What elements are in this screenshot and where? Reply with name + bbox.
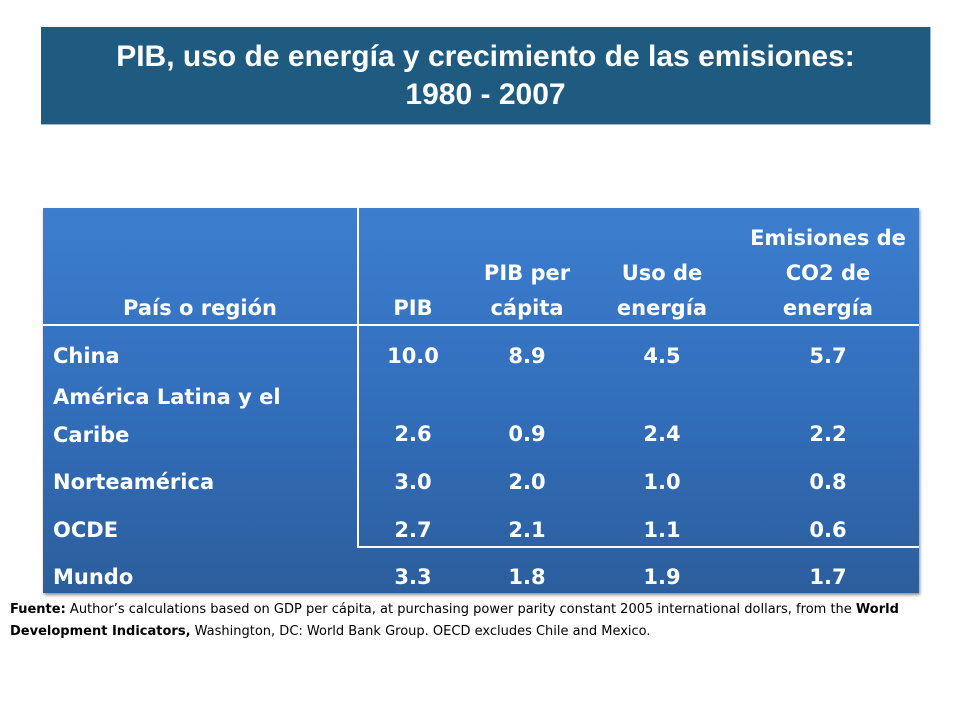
cell-pib: 2.7 [394, 518, 432, 542]
cell-region: Norteamérica [53, 470, 215, 494]
page-title: PIB, uso de energía y crecimiento de las… [116, 39, 855, 111]
cell-pib: 2.6 [394, 422, 432, 446]
header-pib-per-capita: PIB per cápita [483, 261, 571, 320]
cell-region: OCDE [53, 518, 119, 542]
column-divider [357, 208, 359, 548]
source-text-end: Washington, DC: World Bank Group. OECD e… [190, 624, 651, 639]
cell-energy-use: 4.5 [643, 344, 681, 368]
table-row: Norteamérica 3.0 2.0 1.0 0.8 [43, 464, 919, 500]
table-row: China 10.0 8.9 4.5 5.7 [43, 338, 919, 374]
cell-co2: 0.8 [809, 470, 847, 494]
cell-region: China [53, 344, 120, 368]
cell-energy-use: 2.4 [643, 422, 681, 446]
table-row: América Latina y el Caribe 2.6 0.9 2.4 2… [43, 378, 919, 454]
source-text: Author’s calculations based on GDP per c… [65, 602, 856, 617]
cell-energy-use: 1.0 [643, 470, 681, 494]
header-pib: PIB [393, 296, 433, 320]
cell-energy-use: 1.9 [643, 565, 681, 589]
table-header-row: País o región PIB PIB per cápita Uso de … [43, 208, 919, 326]
header-co2-emissions: Emisiones de CO2 de energía [750, 226, 906, 320]
cell-co2: 1.7 [809, 565, 847, 589]
cell-co2: 0.6 [809, 518, 847, 542]
cell-region: América Latina y el Caribe [53, 385, 281, 447]
header-energy-use: Uso de energía [616, 261, 708, 320]
total-divider [359, 546, 919, 548]
cell-pib-per-capita: 8.9 [508, 344, 546, 368]
cell-pib-per-capita: 0.9 [508, 422, 546, 446]
cell-pib: 3.0 [394, 470, 432, 494]
cell-energy-use: 1.1 [643, 518, 681, 542]
title-banner: PIB, uso de energía y crecimiento de las… [41, 27, 931, 125]
data-table: País o región PIB PIB per cápita Uso de … [43, 208, 919, 593]
source-dataset: World Development Indicators, [10, 602, 899, 639]
header-region: País o región [123, 296, 277, 320]
table-row-total: Mundo 3.3 1.8 1.9 1.7 [43, 559, 919, 595]
source-label: Fuente: [10, 602, 66, 617]
table-row: OCDE 2.7 2.1 1.1 0.6 [43, 512, 919, 548]
cell-pib-per-capita: 2.0 [508, 470, 546, 494]
cell-pib-per-capita: 2.1 [508, 518, 546, 542]
header-divider [43, 324, 919, 326]
cell-co2: 2.2 [809, 422, 847, 446]
source-note: Fuente: Author’s calculations based on G… [10, 599, 960, 643]
cell-pib: 10.0 [387, 344, 439, 368]
cell-pib-per-capita: 1.8 [508, 565, 546, 589]
cell-region: Mundo [53, 565, 134, 589]
cell-co2: 5.7 [809, 344, 847, 368]
cell-pib: 3.3 [394, 565, 432, 589]
